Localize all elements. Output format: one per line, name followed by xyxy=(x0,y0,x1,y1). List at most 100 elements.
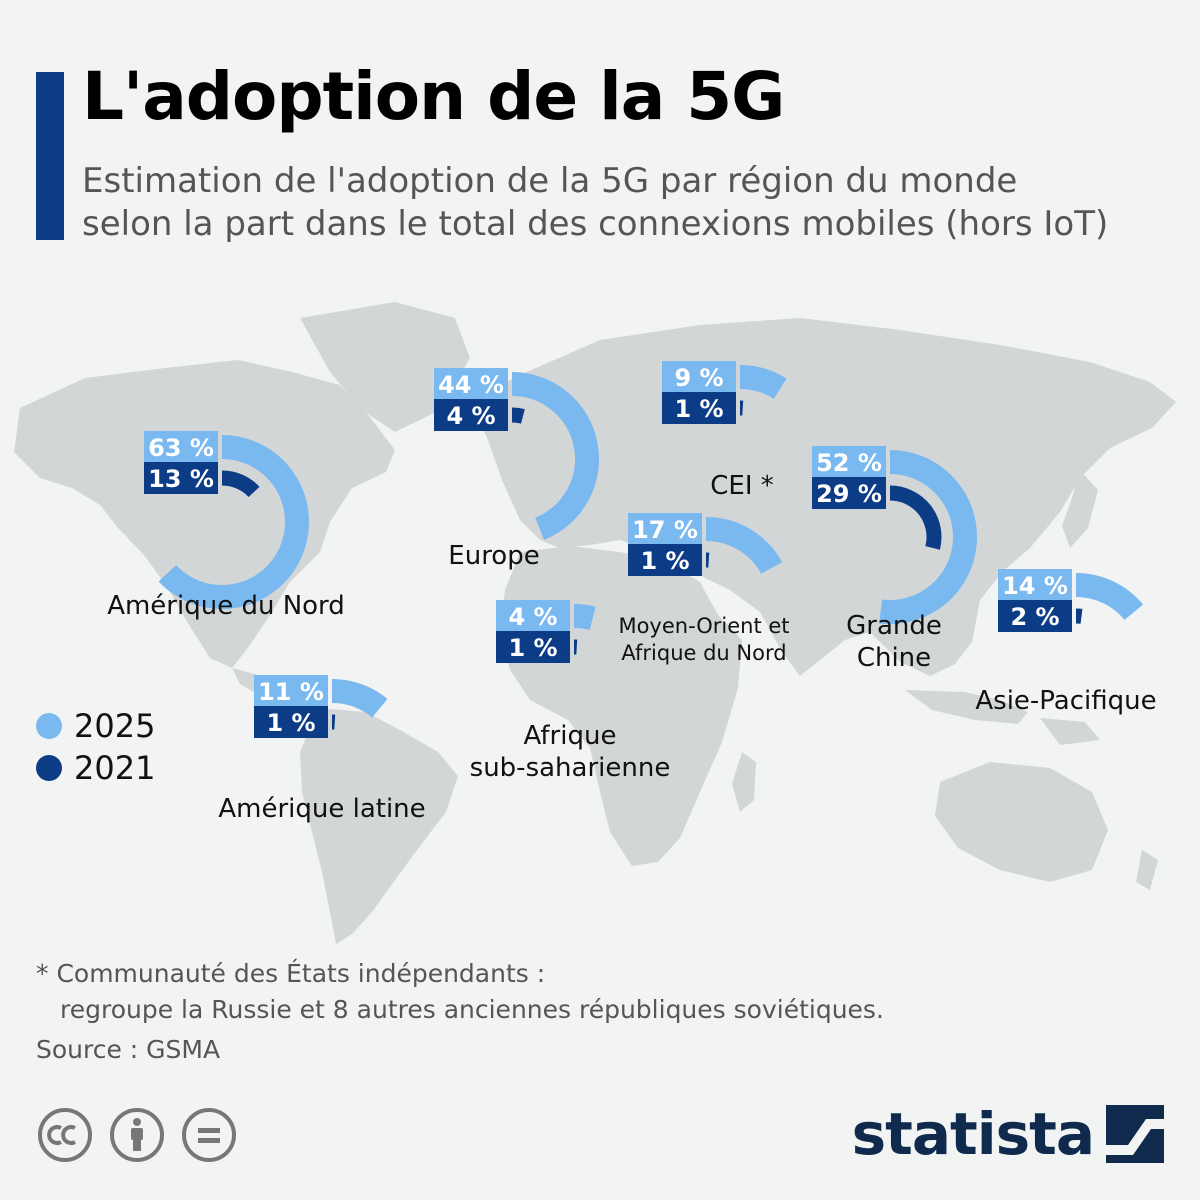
value-label-2021-north-america: 13 % xyxy=(148,465,214,493)
footnote: * Communauté des États indépendants : re… xyxy=(36,956,884,1028)
region-latin-america: 11 % 1 % xyxy=(254,675,388,738)
region-label-line: CEI * xyxy=(710,471,774,501)
region-label-line: Amérique latine xyxy=(218,794,426,824)
title-accent-bar xyxy=(36,72,64,240)
bar-2025-greater-china xyxy=(879,450,977,624)
footnote-line-2: regroupe la Russie et 8 autres anciennes… xyxy=(60,995,884,1024)
value-label-2021-mena: 1 % xyxy=(640,547,689,575)
legend-item-2025: 2025 xyxy=(36,705,155,747)
statista-logo[interactable]: statista xyxy=(852,1100,1164,1168)
region-label-europe: Europe xyxy=(448,540,539,572)
region-label-asia-pacific: Asie-Pacifique xyxy=(975,685,1156,717)
value-pill xyxy=(812,477,886,509)
region-label-line: sub-saharienne xyxy=(469,753,671,783)
value-label-2025-north-america: 63 % xyxy=(148,434,214,462)
region-label-line: Grande xyxy=(846,611,942,641)
bar-2025-europe xyxy=(511,372,599,540)
bar-2025-sub-saharan-africa xyxy=(573,604,596,631)
value-label-2021-asia-pacific: 2 % xyxy=(1010,603,1059,631)
land-shape xyxy=(732,752,756,812)
bar-2021-europe xyxy=(511,407,525,424)
legend: 2025 2021 xyxy=(36,705,155,789)
region-sub-saharan-africa: 4 %1 % xyxy=(496,600,596,663)
legend-label-2021: 2021 xyxy=(74,749,156,787)
value-pill xyxy=(998,569,1072,601)
region-label-line: Afrique du Nord xyxy=(621,641,787,665)
land-shape xyxy=(1040,718,1100,745)
page-subtitle: Estimation de l'adoption de la 5G par ré… xyxy=(82,160,1182,246)
value-pill xyxy=(434,399,508,431)
land-shape xyxy=(300,302,470,432)
region-label-line: Europe xyxy=(448,541,540,571)
value-label-2021-sub-saharan-africa: 1 % xyxy=(508,634,557,662)
no-derivatives-icon[interactable] xyxy=(180,1106,238,1164)
attribution-icon[interactable] xyxy=(108,1106,166,1164)
region-north-america: 63 % 13 % xyxy=(144,431,309,609)
license-icons xyxy=(36,1106,238,1164)
value-label-2021-greater-china: 29 % xyxy=(816,480,882,508)
bar-2021-north-america xyxy=(221,470,260,498)
value-pill xyxy=(496,631,570,663)
region-label-line: Asie-Pacifique xyxy=(975,686,1157,716)
cc-icon[interactable] xyxy=(36,1106,94,1164)
bar-2021-greater-china xyxy=(889,485,942,550)
region-label-north-america: Amérique du Nord xyxy=(107,590,345,622)
value-label-2025-greater-china: 52 % xyxy=(816,449,882,477)
source-note: Source : GSMA xyxy=(36,1035,221,1064)
value-pill xyxy=(812,446,886,478)
value-pill xyxy=(628,544,702,576)
footnote-line-1: * Communauté des États indépendants : xyxy=(36,959,546,988)
value-label-2021-europe: 4 % xyxy=(446,402,495,430)
region-label-sub-saharan-africa: Afrique sub-saharienne xyxy=(470,720,671,784)
land-shape xyxy=(935,762,1108,882)
value-pill xyxy=(496,600,570,632)
value-pill xyxy=(628,513,702,545)
region-cis: 9 %1 % xyxy=(662,361,787,424)
value-label-2025-cis: 9 % xyxy=(674,364,723,392)
brand-name: statista xyxy=(851,1100,1095,1168)
value-pill xyxy=(662,392,736,424)
bar-2025-asia-pacific xyxy=(1075,573,1144,621)
region-label-line: Moyen-Orient et xyxy=(618,614,790,638)
land-shape xyxy=(905,690,1028,724)
value-label-2025-mena: 17 % xyxy=(632,516,698,544)
value-label-2025-asia-pacific: 14 % xyxy=(1002,572,1068,600)
value-label-2025-latin-america: 11 % xyxy=(258,678,324,706)
region-label-latin-america: Amérique latine xyxy=(218,793,425,825)
value-pill xyxy=(254,675,328,707)
bar-2025-north-america xyxy=(158,435,309,609)
subtitle-line-1: Estimation de l'adoption de la 5G par ré… xyxy=(82,161,1018,201)
value-pill xyxy=(434,368,508,400)
statista-logo-icon xyxy=(1106,1105,1164,1163)
region-label-mena: Moyen-Orient et Afrique du Nord xyxy=(618,613,789,667)
value-label-2021-cis: 1 % xyxy=(674,395,723,423)
radial-bars: 63 %13 %44 %4 %9 %1 %52 %29 %17 %1 %4 %1… xyxy=(144,361,1144,738)
value-pill xyxy=(254,706,328,738)
land-shape xyxy=(1062,470,1098,548)
region-label-greater-china: Grande Chine xyxy=(846,610,942,674)
value-label-2021-latin-america: 1 % xyxy=(266,709,315,737)
legend-label-2025: 2025 xyxy=(74,707,156,745)
region-europe: 44 % 4 % xyxy=(434,368,599,540)
subtitle-line-2: selon la part dans le total des connexio… xyxy=(82,204,1109,244)
legend-swatch-2025 xyxy=(36,713,62,739)
region-label-line: Afrique xyxy=(523,721,617,751)
value-label-2025-sub-saharan-africa: 4 % xyxy=(508,603,557,631)
bar-2025-latin-america xyxy=(331,679,388,718)
value-pill xyxy=(998,600,1072,632)
land-shape xyxy=(1136,850,1158,890)
value-pill xyxy=(662,361,736,393)
land-shape xyxy=(14,360,395,668)
land-shape xyxy=(530,432,548,470)
land-shape xyxy=(300,708,458,944)
bar-2025-cis xyxy=(739,365,787,400)
page-title: L'adoption de la 5G xyxy=(82,58,785,135)
region-label-line: Chine xyxy=(856,643,932,673)
region-greater-china: 52 % 29 % xyxy=(812,446,977,624)
land-shape xyxy=(500,546,742,866)
region-asia-pacific: 14 % 2 % xyxy=(998,569,1144,632)
bar-2025-mena xyxy=(705,517,783,575)
region-mena: 17 % 1 % xyxy=(628,513,783,576)
value-pill xyxy=(144,462,218,494)
